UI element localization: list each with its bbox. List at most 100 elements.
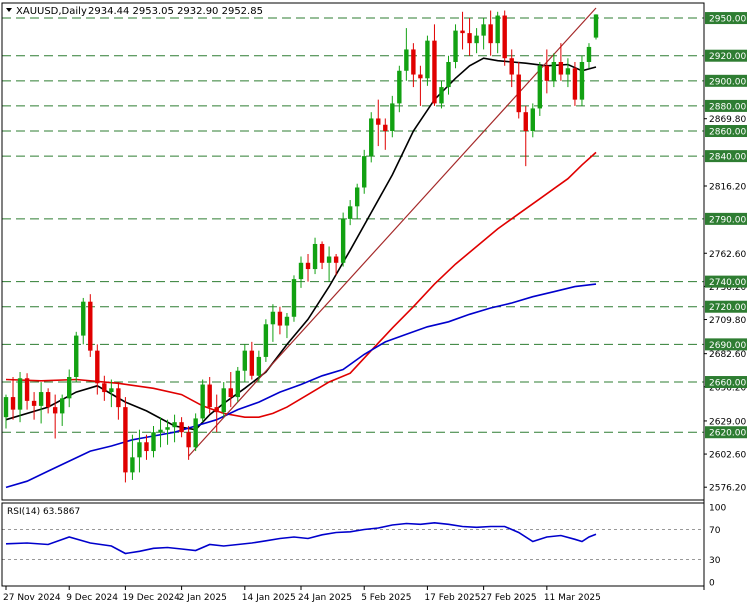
candle-body [565, 68, 571, 75]
candle-body [137, 442, 142, 458]
key-level-label: 2840.00 [709, 153, 746, 163]
main-plot-frame [1, 2, 705, 501]
key-level-badge [705, 212, 747, 225]
indicator-lines [5, 7, 597, 489]
candle-body [200, 384, 205, 419]
candle-body [31, 400, 37, 406]
candle-body [116, 388, 121, 408]
candle-body [172, 422, 177, 428]
key-level-label: 2690.00 [709, 341, 746, 351]
price-tick-label: 2762.60 [709, 250, 746, 260]
candle-body [165, 427, 170, 430]
key-level-label: 2620.00 [709, 429, 746, 439]
indicator-line-2 [5, 151, 597, 418]
time-tick-label: 19 Dec 2024 [122, 593, 180, 603]
candle-body [474, 35, 479, 44]
time-tick-label: 5 Feb 2025 [361, 593, 411, 603]
candle-body [418, 74, 423, 79]
candle-body [558, 61, 564, 75]
key-level-label: 2740.00 [709, 278, 746, 288]
candle-body [298, 262, 304, 280]
key-level-badge [705, 125, 747, 138]
candle-body [74, 335, 79, 378]
key-level-label: 2660.00 [709, 379, 746, 389]
candle-body [109, 388, 114, 393]
title-block: XAUUSD,Daily 2934.44 2953.05 2932.90 295… [6, 6, 263, 17]
key-level-label: 2720.00 [709, 303, 746, 313]
key-level-badge [705, 275, 747, 288]
candle-body [214, 407, 219, 413]
key-level-label: 2790.00 [709, 215, 746, 225]
candle-body [3, 397, 9, 418]
price-tick-label: 2629.00 [709, 417, 746, 427]
price-tick-label: 2709.80 [709, 316, 746, 326]
candle-body [593, 14, 599, 38]
rsi-tick-label: 100 [709, 504, 726, 514]
indicator-line-4 [188, 7, 597, 457]
candle-body [544, 65, 550, 81]
time-tick-label: 24 Jan 2025 [298, 593, 352, 603]
candle-body [45, 392, 51, 408]
candle-body [453, 30, 458, 62]
rsi-tick-label: 70 [709, 526, 721, 536]
key-level-lines [2, 17, 704, 433]
candle-body [88, 301, 93, 351]
candle-body [52, 407, 58, 414]
candle-body [551, 61, 557, 81]
price-tick-label: 2816.20 [709, 182, 746, 192]
ohlc-readout: 2934.44 2953.05 2932.90 2952.85 [88, 6, 263, 17]
candle-body [123, 407, 128, 473]
rsi-tick-label: 0 [709, 579, 715, 589]
chevron-down-icon[interactable] [6, 8, 12, 12]
key-level-badge [705, 300, 747, 313]
price-axis-labels: 2869.80 2816.20 2762.60 2736.20 2709.80 2682.… [704, 12, 747, 494]
candle-body [305, 262, 311, 270]
candle-body [572, 68, 578, 100]
key-level-badge [705, 338, 747, 351]
candle-body [369, 118, 374, 157]
indicator-line-1 [5, 57, 597, 431]
candle-body [158, 429, 163, 433]
time-tick-label: 14 Jan 2025 [242, 593, 296, 603]
candle-body [312, 243, 318, 270]
candle-body [326, 256, 332, 263]
time-tick-label: 27 Feb 2025 [481, 593, 537, 603]
candle-body [523, 112, 528, 132]
candle-body [347, 206, 353, 219]
candle-body [446, 61, 451, 88]
candle-body [235, 370, 240, 398]
key-level-badge [705, 49, 747, 62]
candle-body [17, 378, 23, 410]
candle-body [404, 49, 409, 71]
candle-body [411, 49, 416, 75]
time-tick-label: 9 Dec 2024 [66, 593, 118, 603]
candle-body [397, 70, 402, 104]
candle-body [354, 187, 360, 207]
candle-body [67, 377, 72, 399]
price-tick-label: 2869.80 [709, 115, 746, 125]
chart-frame [1, 2, 705, 590]
candle-body [242, 350, 248, 371]
candle-body [95, 350, 100, 384]
candle-body [383, 124, 388, 132]
key-level-badge [705, 376, 747, 389]
candle-body [256, 356, 262, 376]
candle-body [102, 383, 107, 393]
candle-body [228, 388, 233, 398]
candle-body [460, 30, 465, 34]
candle-body [291, 279, 297, 317]
candle-body [179, 422, 184, 433]
rsi-label: RSI(14) 63.5867 [7, 507, 80, 517]
key-level-badge [705, 150, 747, 163]
rsi-plot-frame [1, 502, 705, 587]
candle-body [502, 15, 507, 59]
candle-body [263, 324, 269, 357]
candle-body [249, 350, 255, 376]
candle-body [537, 65, 543, 109]
candle-body [530, 108, 535, 132]
key-level-label: 2880.00 [709, 102, 746, 112]
price-tick-label: 2602.60 [709, 451, 746, 461]
candle-body [193, 418, 198, 448]
